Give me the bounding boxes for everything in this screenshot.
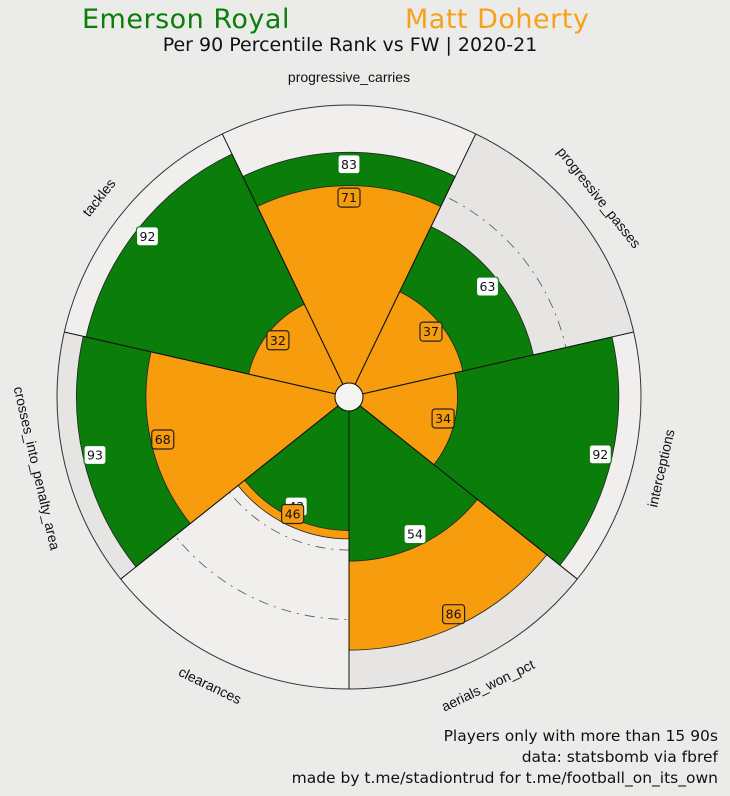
value-p1-progressive_passes-box xyxy=(475,276,500,297)
credits: Players only with more than 15 90s data:… xyxy=(292,726,718,789)
value-p2-interceptions: 34 xyxy=(431,408,455,429)
spoke-0 xyxy=(221,133,344,385)
spoke-5 xyxy=(120,405,339,580)
value-p1-progressive_carries: 83 xyxy=(337,154,361,175)
value-p2-tackles: 32 xyxy=(266,330,290,351)
value-p2-crosses_into_penalty_area-box xyxy=(151,429,175,450)
spoke-1 xyxy=(354,133,477,385)
value-p2-crosses_into_penalty_area: 68 xyxy=(151,429,175,450)
axis-label-tackles: tackles xyxy=(79,175,119,219)
center-hub xyxy=(334,382,364,412)
value-p2-progressive_carries-text: 71 xyxy=(341,190,357,205)
value-p2-clearances: 46 xyxy=(281,503,305,525)
value-p2-progressive_carries-box xyxy=(337,187,361,208)
value-p2-aerials_won_pct-box xyxy=(442,604,466,625)
axis-label-progressive_carries: progressive_carries xyxy=(288,69,410,85)
spoke-6 xyxy=(64,331,336,395)
credits-line2: data: statsbomb via fbref xyxy=(521,748,718,766)
value-p2-progressive_carries: 71 xyxy=(337,187,361,208)
credits-line1: Players only with more than 15 90s xyxy=(443,727,718,745)
value-p2-aerials_won_pct: 86 xyxy=(442,604,466,625)
sector-spokes xyxy=(64,133,634,689)
value-p2-progressive_passes-box xyxy=(419,321,443,342)
credits-line3: made by t.me/stadiontrud for t.me/footba… xyxy=(291,769,718,787)
value-p2-tackles-box xyxy=(266,330,290,351)
value-p2-tackles-text: 32 xyxy=(270,333,286,348)
value-p1-progressive_carries-text: 83 xyxy=(341,157,357,172)
value-p1-progressive_passes-text: 63 xyxy=(480,279,496,294)
value-p2-aerials_won_pct-text: 86 xyxy=(446,607,462,622)
value-p2-crosses_into_penalty_area-text: 68 xyxy=(155,432,171,447)
value-p1-interceptions-box xyxy=(588,444,612,465)
axis-label-crosses_into_penalty_area: crosses_into_penalty_area xyxy=(11,385,64,552)
value-p1-crosses_into_penalty_area-box xyxy=(83,444,107,466)
value-p2-interceptions-box xyxy=(431,408,455,429)
value-p1-tackles: 92 xyxy=(135,226,160,247)
value-p2-clearances-box xyxy=(281,503,305,525)
axis-label-clearances: clearances xyxy=(176,663,244,707)
value-labels: 8363925443939271373486466832 xyxy=(83,154,612,625)
value-p1-interceptions: 92 xyxy=(588,444,612,465)
value-p2-progressive_passes-text: 37 xyxy=(423,324,439,339)
value-p1-tackles-text: 92 xyxy=(140,229,156,244)
value-p1-aerials_won_pct-box xyxy=(403,523,427,545)
value-p1-aerials_won_pct-text: 54 xyxy=(407,527,423,542)
chart-subtitle: Per 90 Percentile Rank vs FW | 2020-21 xyxy=(162,34,538,56)
value-p1-progressive_carries-box xyxy=(337,154,361,175)
player1-name: Emerson Royal xyxy=(82,4,290,35)
chart-bars xyxy=(76,151,620,651)
spoke-2 xyxy=(362,331,634,395)
value-p1-crosses_into_penalty_area: 93 xyxy=(83,444,107,466)
player2-name: Matt Doherty xyxy=(405,4,590,35)
value-p1-crosses_into_penalty_area-text: 93 xyxy=(87,447,103,462)
value-p1-tackles-box xyxy=(135,226,160,247)
value-p1-interceptions-text: 92 xyxy=(592,447,608,462)
value-p1-aerials_won_pct: 54 xyxy=(403,523,427,545)
spoke-3 xyxy=(359,405,578,580)
value-p2-interceptions-text: 34 xyxy=(435,411,451,426)
value-p2-clearances-text: 46 xyxy=(285,507,301,522)
value-p2-progressive_passes: 37 xyxy=(419,321,443,342)
axis-label-interceptions: interceptions xyxy=(644,428,677,509)
value-p1-progressive_passes: 63 xyxy=(475,276,500,297)
